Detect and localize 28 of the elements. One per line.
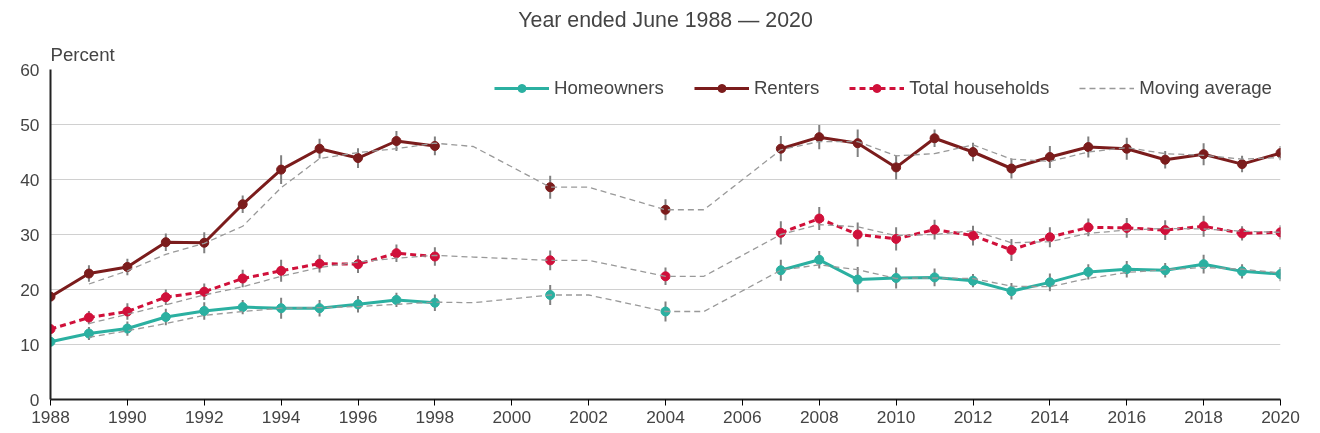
x-tick-label: 2020	[1261, 406, 1300, 427]
x-tick-label: 2014	[1030, 406, 1070, 427]
x-tick-label: 2008	[799, 406, 839, 427]
y-tick-label: 40	[20, 169, 40, 190]
legend-label: Renters	[753, 77, 820, 99]
x-tick-label: 2016	[1107, 406, 1147, 427]
x-tick-label: 1994	[261, 406, 301, 427]
legend-label: Total households	[909, 77, 1050, 99]
x-tick-label: 2000	[492, 406, 532, 427]
x-tick-label: 2010	[876, 406, 916, 427]
x-tick-label: 1996	[338, 406, 378, 427]
x-tick-label: 2006	[723, 406, 762, 427]
x-tick-label: 1998	[415, 406, 455, 427]
y-axis-title: Percent	[50, 43, 116, 65]
legend-label: Moving average	[1139, 77, 1272, 99]
y-tick-label: 50	[20, 114, 40, 135]
chart-title: Year ended June 1988 — 2020	[518, 7, 813, 32]
x-tick-label: 1992	[184, 406, 224, 427]
y-tick-label: 10	[20, 334, 40, 355]
x-tick-label: 2012	[953, 406, 993, 427]
x-tick-label: 2004	[646, 406, 686, 427]
x-tick-label: 2002	[569, 406, 608, 427]
x-tick-label: 1990	[108, 406, 147, 427]
y-tick-label: 60	[20, 59, 40, 80]
y-tick-label: 20	[20, 279, 40, 300]
y-tick-label: 30	[20, 224, 40, 245]
legend-label: Homeowners	[553, 77, 664, 99]
x-tick-label: 2018	[1184, 406, 1223, 427]
